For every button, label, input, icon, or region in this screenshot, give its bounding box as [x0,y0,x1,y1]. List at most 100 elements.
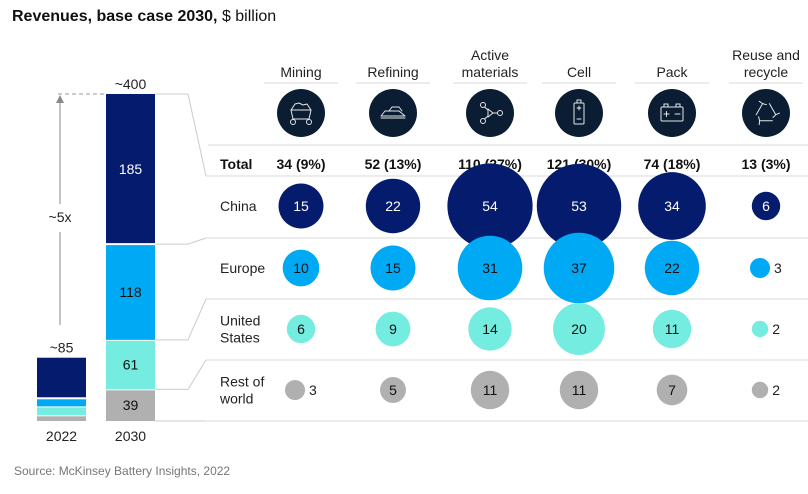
connector-line [155,359,207,390]
bubble-china-cell [536,163,622,249]
bubble-china-active-materials-label: 54 [482,198,498,214]
bubble-europe-cell-label: 37 [571,260,587,276]
bubble-china-mining [278,183,324,229]
bubble-united-states-reuse-and-recycle [751,320,769,338]
icon-background [742,89,790,137]
total-value-refining: 52 (13%) [365,156,422,172]
bubble-europe-cell [543,232,615,304]
chart-title: Revenues, base case 2030, $ billion [12,8,276,26]
column-header-refining: Refining [367,64,418,80]
bubble-china-mining-label: 15 [293,198,309,214]
bubble-united-states-pack-label: 11 [665,321,680,337]
bar-segment-2030-united-states [106,340,155,390]
bubble-europe-pack [644,240,700,296]
atom [480,118,486,124]
x-tick-label-2022: 2022 [46,428,77,444]
bubble-europe-refining-label: 15 [385,260,401,276]
molecule-icon [466,89,514,137]
column-header-reuse-and-recycle: recycle [744,64,789,80]
row-label-united-states: States [220,330,260,346]
bubble-rest-of-world-reuse-and-recycle-label: 2 [772,382,780,398]
bond [484,115,489,120]
icon-background [277,89,325,137]
bubble-europe-active-materials [457,235,523,301]
icon-background [648,89,696,137]
source-note: Source: McKinsey Battery Insights, 2022 [14,464,231,478]
bubble-china-pack-label: 34 [664,198,680,214]
total-row-label: Total [220,156,252,172]
cart-wheel [306,119,312,125]
bubble-china-reuse-and-recycle-label: 6 [762,198,770,214]
row-label-rest-of-world: world [219,391,253,407]
row-label-china: China [220,198,257,214]
bar-segment-label-2030-rest-of-world: 39 [123,397,139,413]
bubble-united-states-reuse-and-recycle-label: 2 [772,321,780,337]
bubble-rest-of-world-active-materials-label: 11 [483,382,498,398]
bubble-china-active-materials [447,163,533,249]
bubble-china-pack [638,172,706,240]
battery-cell-icon [555,89,603,137]
recycle-arrow [768,103,777,116]
x-tick-label-2030: 2030 [115,428,146,444]
bar-segment-2030-europe [106,245,155,340]
bubble-rest-of-world-active-materials [470,370,510,410]
icon-background [369,89,417,137]
bar-total-label-2030: ~400 [115,76,147,92]
chart-title-bold: Revenues, base case 2030, [12,8,218,25]
recycle-arrowhead [758,116,761,126]
pack-terminal [663,103,669,108]
stacked-bars: ~85 2022 ~400 2030 185 118 61 39 ~5x [37,76,155,444]
bubble-rest-of-world-mining-label: 3 [309,382,317,398]
bubble-china-reuse-and-recycle [751,191,781,221]
total-value-pack: 74 (18%) [644,156,701,172]
column-header-cell: Cell [567,64,591,80]
bubble-rest-of-world-cell-label: 11 [572,382,587,398]
growth-arrow-head [56,95,64,103]
connector-line [155,298,207,341]
cart-body [290,102,312,120]
atom [480,102,486,108]
bubble-rest-of-world-mining [284,379,306,401]
connector-line [155,237,207,245]
recycle-icon [742,89,790,137]
cart-wheel [290,119,296,125]
bubble-europe-mining-label: 10 [293,260,309,276]
icon-background [466,89,514,137]
pack-body [660,106,684,122]
bar-segment-2022-united-states [37,407,86,416]
bar-segment-2030-china [106,94,155,244]
connector-line [155,93,207,177]
bubble-europe-pack-label: 22 [664,260,680,276]
bubble-rest-of-world-refining-label: 5 [389,382,397,398]
bubble-united-states-refining [375,311,411,347]
bubble-rest-of-world-pack [656,374,688,406]
chart-title-unit: $ billion [221,8,277,25]
mining-cart-icon [277,89,325,137]
connector-lines [155,93,207,422]
bubble-europe-refining [370,245,416,291]
bubble-china-refining-label: 22 [385,198,401,214]
recycle-arrow [755,103,764,116]
battery-pack-icon [648,89,696,137]
column-header-active-materials: Active [471,47,509,63]
growth-annotation-label: ~5x [49,209,72,225]
bar-segment-2022-europe [37,399,86,407]
bubble-rest-of-world-cell [559,370,599,410]
ingot-icon [369,89,417,137]
row-label-europe: Europe [220,260,265,276]
bubble-china-refining [365,178,421,234]
bubble-united-states-mining [286,314,316,344]
column-header-pack: Pack [656,64,688,80]
total-value-reuse-and-recycle: 13 (3%) [741,156,790,172]
pack-terminal [675,103,681,108]
ingot [380,110,406,117]
bubble-united-states-mining-label: 6 [297,321,305,337]
bubble-united-states-cell [553,303,605,355]
bubble-united-states-refining-label: 9 [389,321,397,337]
bubble-europe-active-materials-label: 31 [482,260,498,276]
bubble-united-states-active-materials [468,307,512,351]
bubble-rest-of-world-pack-label: 7 [668,382,676,398]
recycle-arrowhead [758,100,767,106]
